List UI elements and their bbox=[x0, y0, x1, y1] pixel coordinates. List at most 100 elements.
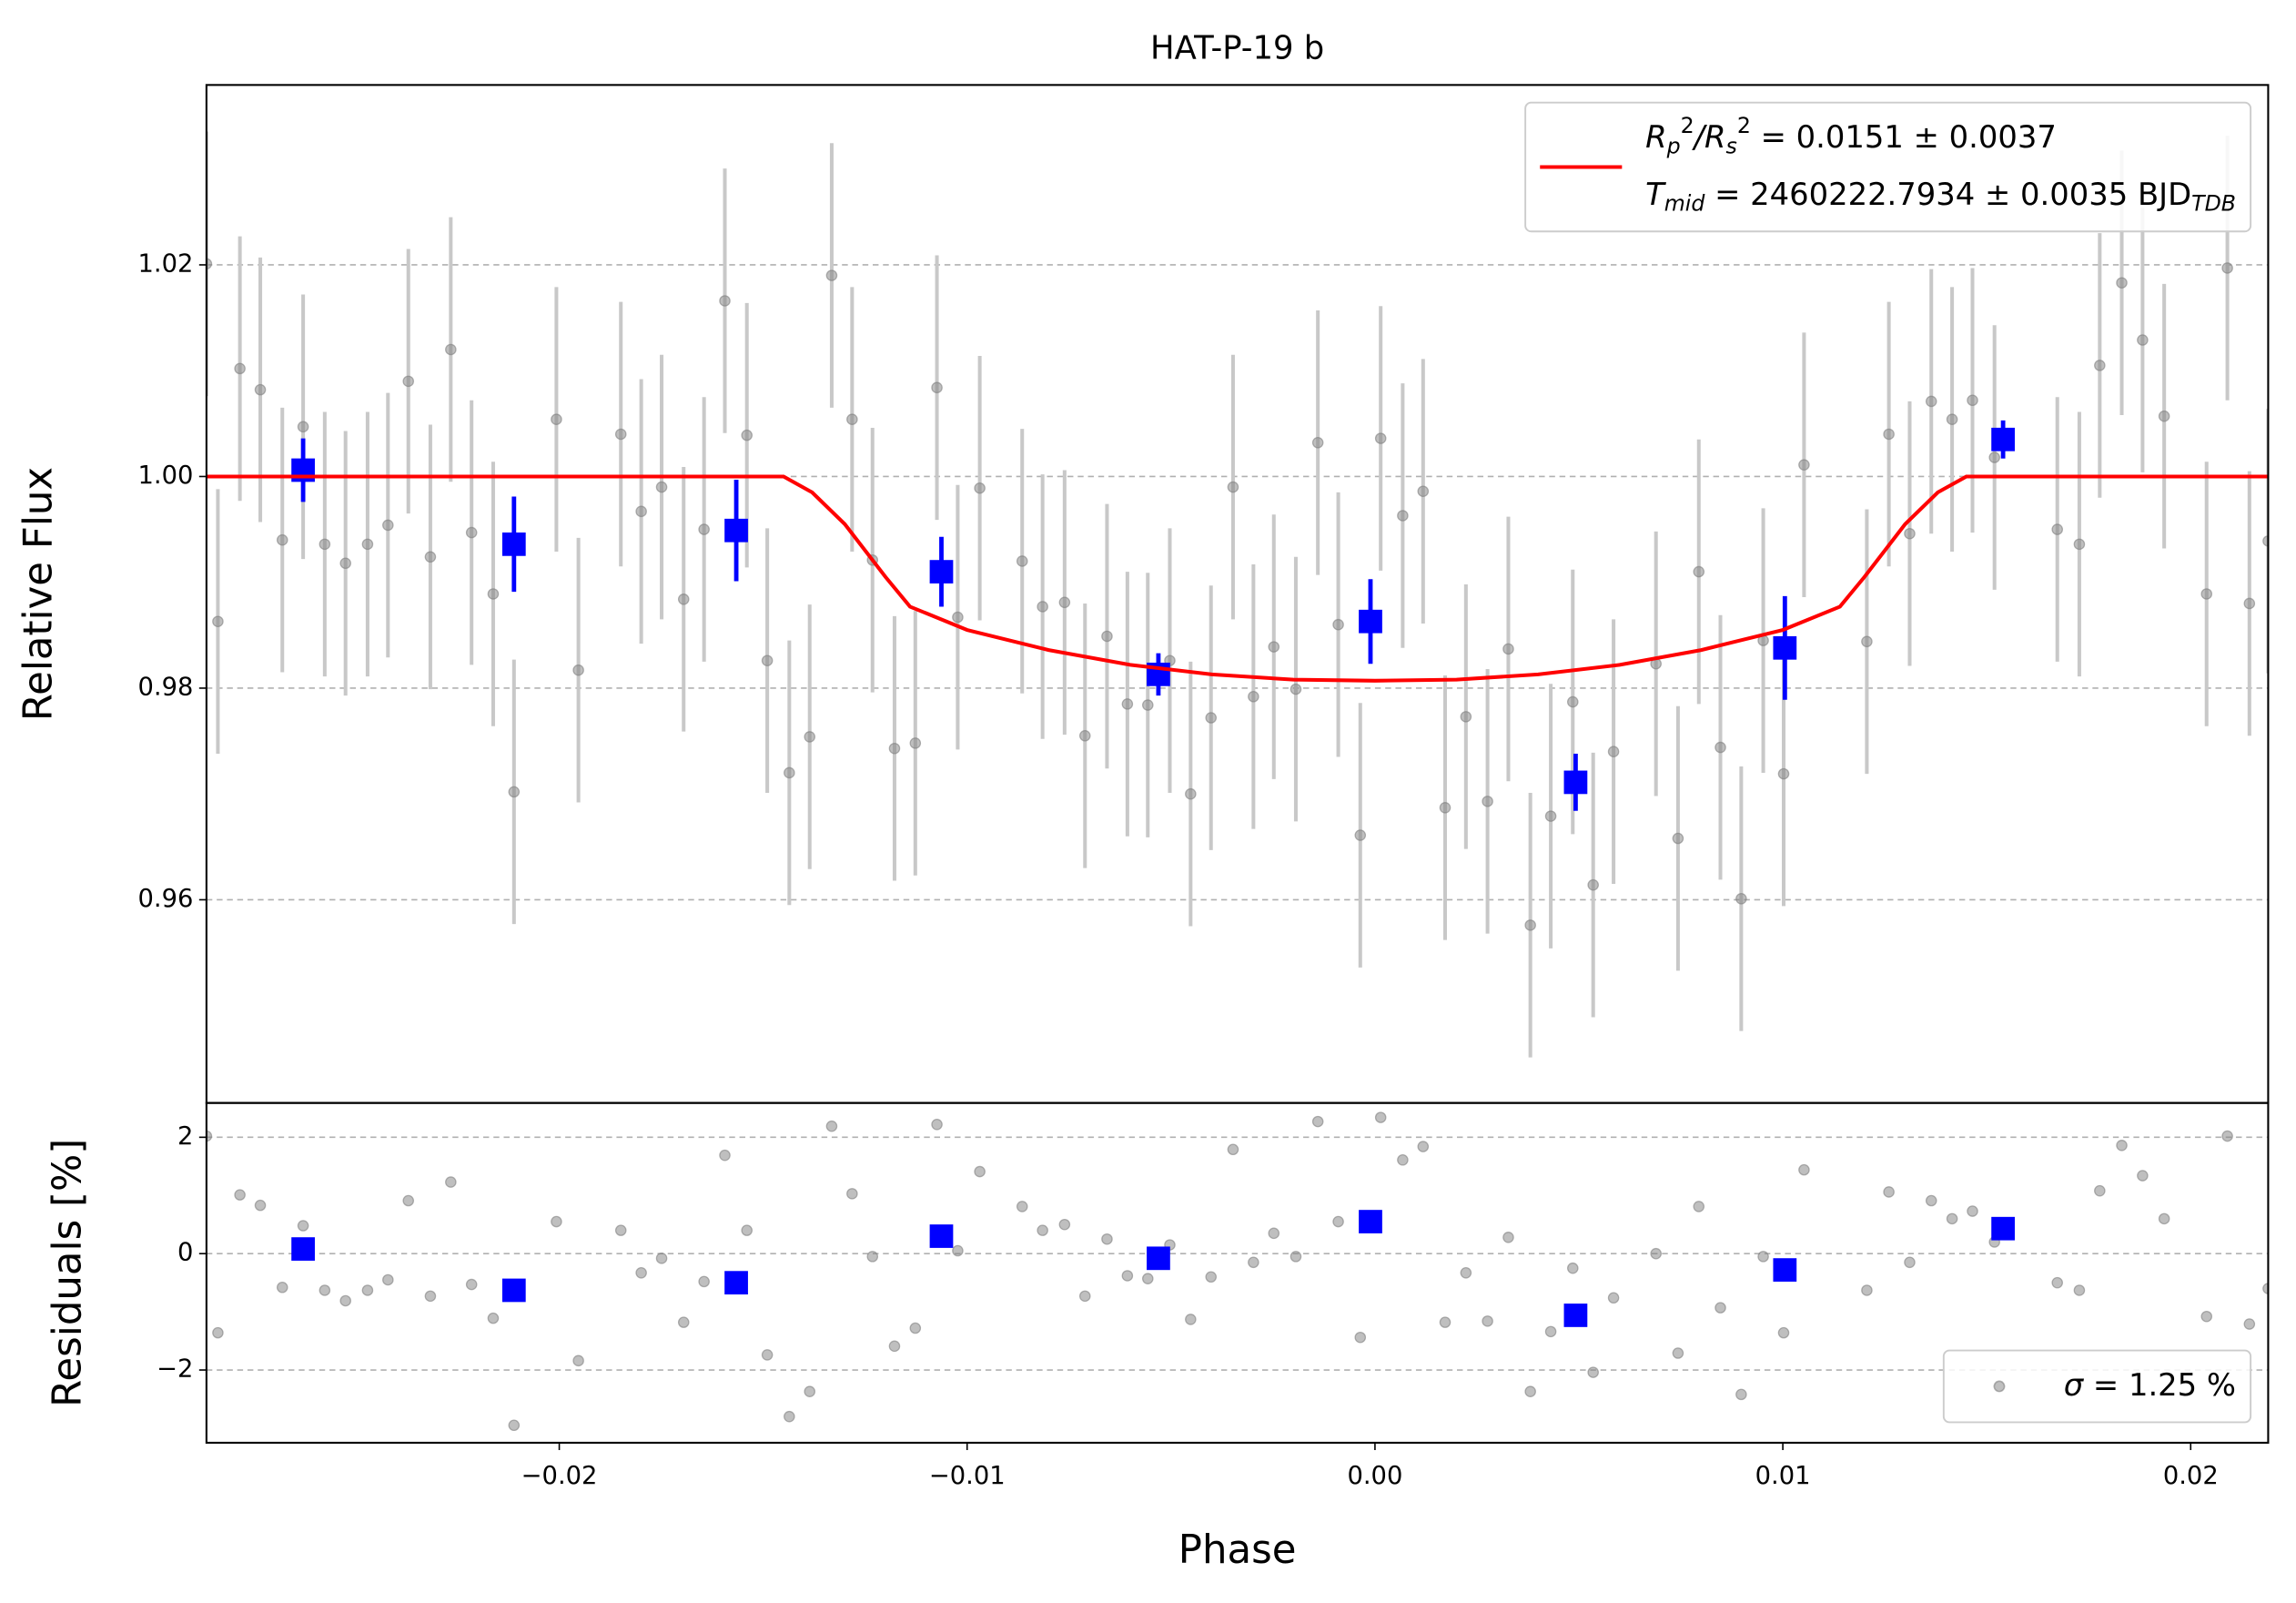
data-point bbox=[974, 1165, 986, 1178]
data-point bbox=[1439, 802, 1451, 814]
data-point bbox=[1121, 698, 1134, 710]
data-point bbox=[212, 615, 224, 627]
data-point bbox=[424, 551, 437, 563]
data-point bbox=[1205, 712, 1218, 724]
data-point bbox=[2158, 410, 2170, 422]
legend: σ = 1.25 % bbox=[1942, 1349, 2252, 1424]
data-point bbox=[1925, 1194, 1937, 1207]
axes-frame bbox=[205, 1101, 2270, 1444]
legend-text: TDB bbox=[2191, 190, 2236, 216]
data-point bbox=[551, 413, 562, 425]
data-point bbox=[614, 428, 627, 441]
binned-point bbox=[1773, 635, 1797, 660]
data-point bbox=[1714, 1302, 1726, 1314]
legend-label: σ = 1.25 % bbox=[2064, 1366, 2236, 1402]
data-point bbox=[1142, 699, 1154, 711]
data-point bbox=[952, 611, 964, 624]
data-point bbox=[2116, 1140, 2128, 1152]
legend-text: σ bbox=[2064, 1366, 2085, 1402]
data-point bbox=[276, 1281, 288, 1294]
binned-point bbox=[291, 458, 315, 482]
chart-title: HAT-P-19 b bbox=[1150, 29, 1324, 66]
data-point bbox=[866, 1251, 879, 1263]
data-point bbox=[2243, 1318, 2256, 1330]
data-point bbox=[1544, 1325, 1557, 1338]
data-point bbox=[1460, 711, 1472, 723]
y-tick-label: −2 bbox=[157, 1355, 193, 1384]
data-point bbox=[1777, 767, 1790, 780]
legend-label: Rp2/Rs2 = 0.0151 ± 0.0037 bbox=[1645, 113, 2057, 159]
data-point bbox=[1311, 436, 1324, 449]
x-tick-label: −0.02 bbox=[521, 1462, 598, 1490]
data-point bbox=[1354, 829, 1367, 841]
data-point bbox=[424, 1290, 437, 1303]
data-point bbox=[2073, 538, 2086, 551]
data-point bbox=[2200, 1310, 2213, 1323]
data-point bbox=[2137, 1170, 2149, 1182]
data-point bbox=[1290, 683, 1302, 695]
data-point bbox=[297, 421, 309, 433]
data-point bbox=[1374, 432, 1387, 444]
legend-text: 2 bbox=[1737, 113, 1751, 138]
data-point bbox=[465, 1278, 478, 1291]
data-point bbox=[909, 737, 922, 749]
data-point bbox=[465, 526, 478, 539]
data-point bbox=[677, 594, 690, 605]
data-point bbox=[1016, 555, 1028, 567]
data-point bbox=[1482, 796, 1493, 807]
data-point bbox=[1798, 1163, 1810, 1176]
binned-point bbox=[724, 1271, 748, 1295]
data-point bbox=[2116, 277, 2128, 289]
data-point bbox=[572, 1354, 584, 1367]
data-point bbox=[2051, 1276, 2063, 1289]
data-point bbox=[1354, 1331, 1367, 1344]
legend-text: T bbox=[1645, 176, 1666, 211]
data-point bbox=[1227, 481, 1239, 493]
data-point bbox=[1078, 729, 1091, 742]
data-point bbox=[635, 1267, 647, 1279]
data-point bbox=[1946, 1212, 1958, 1225]
data-point bbox=[1121, 1270, 1134, 1282]
data-point bbox=[551, 1215, 562, 1228]
data-point bbox=[2221, 262, 2233, 274]
data-point bbox=[212, 1326, 224, 1339]
x-tick-label: 0.02 bbox=[2163, 1462, 2219, 1490]
data-point bbox=[1058, 596, 1071, 609]
data-point bbox=[234, 362, 246, 375]
y-tick-label: 1.00 bbox=[138, 462, 194, 490]
data-point bbox=[1904, 527, 1916, 540]
data-point bbox=[319, 538, 331, 551]
data-point bbox=[952, 1244, 964, 1257]
legend-marker bbox=[1993, 1380, 2006, 1393]
data-point bbox=[2200, 588, 2213, 600]
legend-label: Tmid = 2460222.7934 ± 0.0035 BJDTDB bbox=[1645, 176, 2236, 216]
data-point bbox=[1544, 810, 1557, 822]
data-point bbox=[1607, 1292, 1620, 1304]
data-point bbox=[1650, 1247, 1662, 1260]
data-point bbox=[382, 519, 394, 532]
data-point bbox=[1798, 459, 1810, 471]
y-tick-label: 0.96 bbox=[138, 885, 194, 913]
data-point bbox=[2158, 1212, 2170, 1225]
data-point bbox=[206, 258, 213, 270]
data-point bbox=[655, 481, 668, 493]
data-point bbox=[1904, 1256, 1916, 1269]
legend-text: mid bbox=[1664, 190, 1706, 216]
legend-text: p bbox=[1666, 133, 1681, 158]
y-tick-label: 2 bbox=[177, 1122, 193, 1151]
data-point bbox=[1101, 630, 1113, 643]
legend-text: R bbox=[1704, 119, 1725, 155]
data-point bbox=[1946, 413, 1958, 425]
data-point bbox=[1374, 1111, 1387, 1123]
data-point bbox=[1777, 1326, 1790, 1339]
legend-text: R bbox=[1645, 119, 1666, 155]
data-point bbox=[761, 1349, 774, 1361]
data-point bbox=[635, 505, 647, 518]
data-point bbox=[1227, 1143, 1239, 1156]
data-point bbox=[1078, 1290, 1091, 1303]
data-point bbox=[1883, 1186, 1895, 1198]
data-point bbox=[1861, 1284, 1873, 1296]
